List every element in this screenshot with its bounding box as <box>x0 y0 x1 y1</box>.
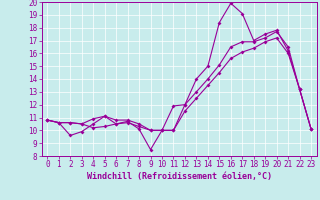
X-axis label: Windchill (Refroidissement éolien,°C): Windchill (Refroidissement éolien,°C) <box>87 172 272 181</box>
